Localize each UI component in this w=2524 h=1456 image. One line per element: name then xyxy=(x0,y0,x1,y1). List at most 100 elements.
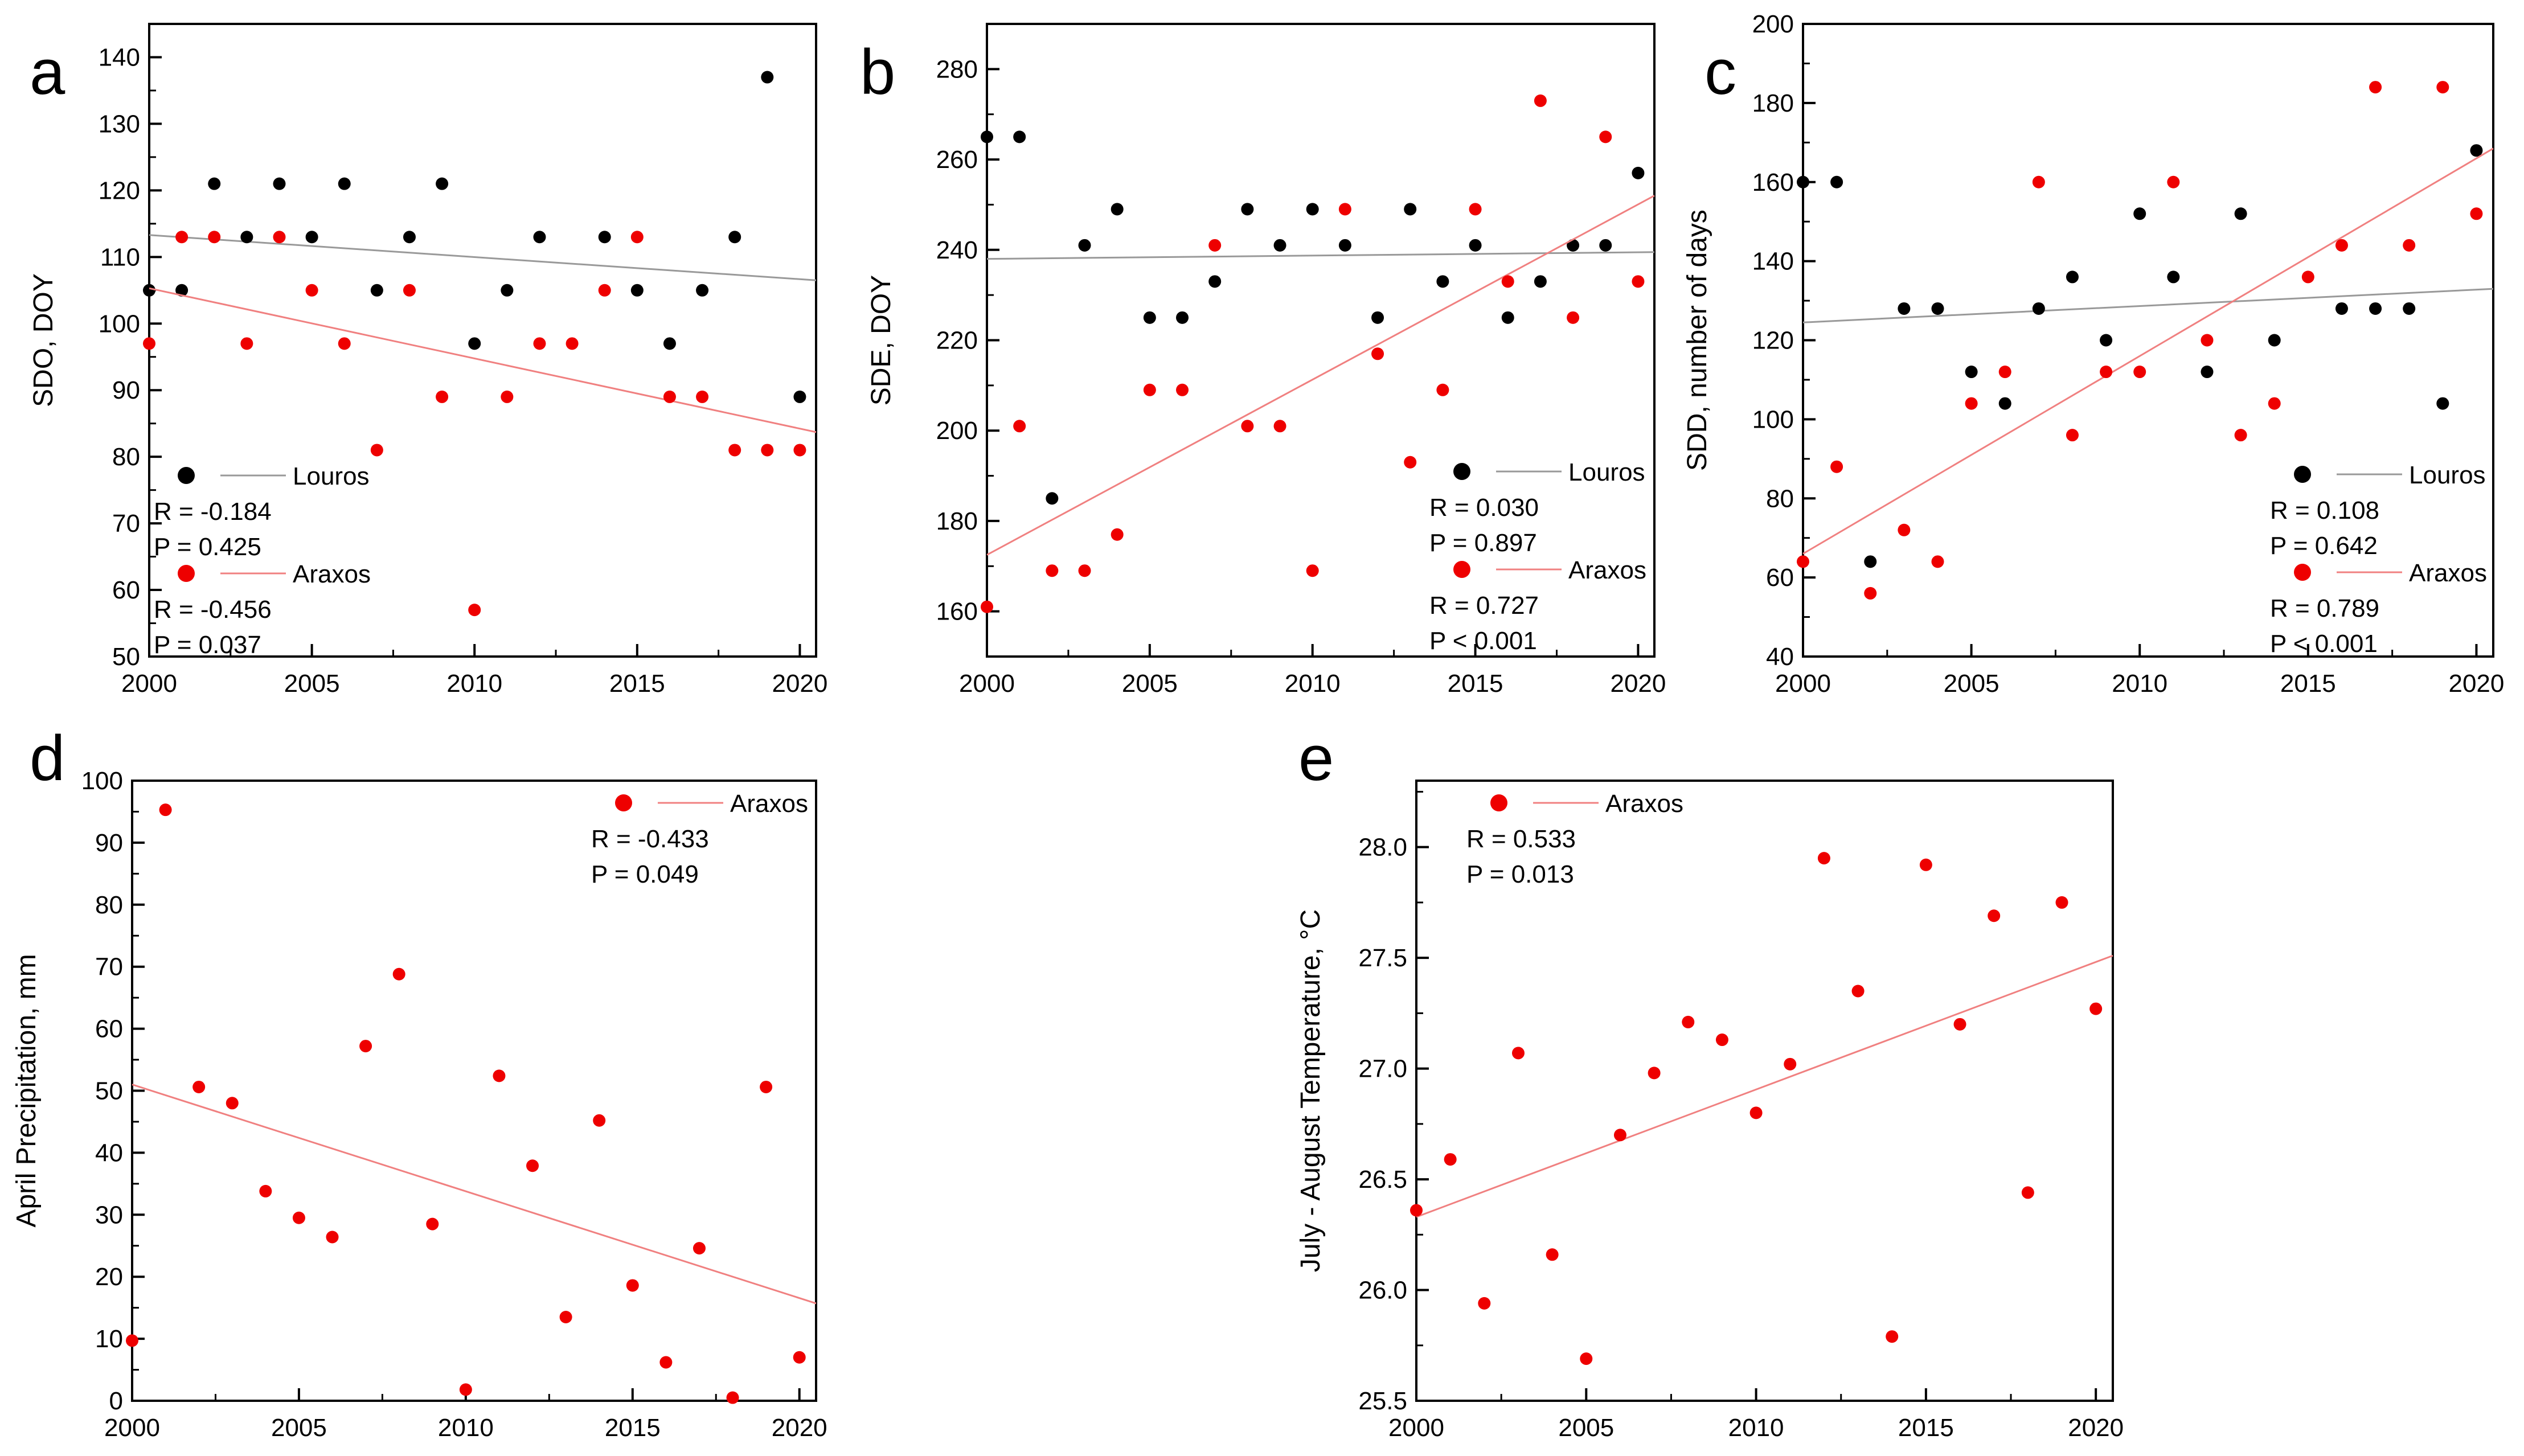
data-point-araxos xyxy=(2301,270,2314,284)
trend-line-louros xyxy=(1802,288,2494,323)
data-point-araxos xyxy=(1273,420,1286,433)
x-tick-label: 2000 xyxy=(1775,670,1831,698)
legend-r-value: R = 0.030 xyxy=(1429,494,1539,522)
legend-marker-araxos xyxy=(615,794,632,811)
data-point-louros xyxy=(981,130,993,143)
data-point-araxos xyxy=(2133,366,2146,379)
plot-frame xyxy=(131,780,817,1402)
trend-line-araxos xyxy=(1802,147,2494,555)
y-tick-label: 70 xyxy=(95,953,123,981)
data-point-louros xyxy=(1501,311,1514,324)
data-point-araxos xyxy=(143,337,155,350)
y-tick-label: 200 xyxy=(1752,10,1794,38)
data-point-araxos xyxy=(1830,460,1843,473)
data-point-araxos xyxy=(1176,383,1189,396)
data-point-araxos xyxy=(1931,555,1944,568)
data-point-araxos xyxy=(793,444,806,457)
data-point-louros xyxy=(1864,555,1877,568)
data-point-araxos xyxy=(359,1040,372,1053)
data-point-louros xyxy=(1338,239,1351,252)
data-point-araxos xyxy=(1599,130,1612,143)
data-point-araxos xyxy=(598,284,611,297)
data-point-araxos xyxy=(1988,909,2001,922)
y-tick-label: 160 xyxy=(1752,169,1794,196)
x-tick-label: 2020 xyxy=(2068,1414,2124,1442)
y-tick-label: 100 xyxy=(81,767,123,795)
data-point-araxos xyxy=(2268,397,2281,410)
data-point-araxos xyxy=(1306,564,1319,577)
legend-r-value: R = 0.533 xyxy=(1466,825,1576,853)
y-tick-label: 140 xyxy=(99,43,140,71)
y-axis-label: SDO, DOY xyxy=(28,273,59,407)
data-point-louros xyxy=(630,284,644,297)
y-tick-label: 130 xyxy=(99,110,140,138)
data-point-araxos xyxy=(1965,397,1978,410)
data-point-louros xyxy=(696,284,709,297)
legend-label-louros: Louros xyxy=(2409,461,2486,489)
x-tick-label: 2020 xyxy=(772,1414,827,1442)
data-point-araxos xyxy=(292,1211,305,1224)
data-point-araxos xyxy=(1501,275,1514,288)
data-point-araxos xyxy=(1886,1330,1899,1343)
data-point-araxos xyxy=(1436,383,1449,396)
y-tick-label: 120 xyxy=(99,177,140,204)
y-axis-label: SDD, number of days xyxy=(1682,210,1712,471)
data-point-louros xyxy=(2167,270,2180,284)
trend-line-araxos xyxy=(1416,954,2113,1218)
x-tick-label: 2020 xyxy=(2448,670,2504,698)
legend-p-value: P < 0.001 xyxy=(2270,630,2378,658)
legend-p-value: P = 0.013 xyxy=(1466,860,1574,888)
y-tick-label: 90 xyxy=(112,376,140,404)
legend-label-araxos: Araxos xyxy=(1605,790,1683,818)
y-tick-label: 30 xyxy=(95,1201,123,1229)
data-point-araxos xyxy=(226,1097,239,1110)
y-tick-label: 180 xyxy=(1752,89,1794,117)
x-tick-label: 2000 xyxy=(121,670,177,698)
data-point-araxos xyxy=(663,390,676,403)
data-point-araxos xyxy=(175,231,189,244)
legend-marker-louros xyxy=(178,467,195,484)
x-tick-label: 2015 xyxy=(2280,670,2336,698)
legend-label-louros: Louros xyxy=(293,462,370,490)
data-point-louros xyxy=(175,284,189,297)
data-point-araxos xyxy=(696,390,709,403)
data-point-louros xyxy=(1404,203,1417,216)
data-point-araxos xyxy=(2066,429,2079,442)
data-point-araxos xyxy=(1864,586,1877,600)
data-point-araxos xyxy=(761,444,774,457)
data-point-araxos xyxy=(1682,1015,1695,1028)
data-point-araxos xyxy=(1338,203,1351,216)
y-tick-label: 28.0 xyxy=(1358,834,1407,862)
data-point-araxos xyxy=(240,337,253,350)
data-point-louros xyxy=(728,231,741,244)
legend-p-value: P < 0.001 xyxy=(1429,627,1537,655)
legend-p-value: P = 0.037 xyxy=(154,631,261,659)
data-point-araxos xyxy=(259,1184,272,1197)
y-tick-label: 260 xyxy=(936,146,978,174)
y-tick-label: 140 xyxy=(1752,248,1794,276)
data-point-louros xyxy=(403,231,416,244)
data-point-araxos xyxy=(468,604,481,617)
data-point-araxos xyxy=(2100,366,2113,379)
y-tick-label: 70 xyxy=(112,510,140,538)
data-point-araxos xyxy=(526,1159,539,1172)
data-point-araxos xyxy=(760,1080,773,1093)
data-point-araxos xyxy=(1797,555,1809,568)
y-tick-label: 26.5 xyxy=(1358,1166,1407,1193)
data-point-louros xyxy=(436,177,449,190)
data-point-louros xyxy=(1998,397,2011,410)
legend-marker-araxos xyxy=(1453,561,1470,578)
data-point-louros xyxy=(1306,203,1319,216)
y-tick-label: 25.5 xyxy=(1358,1387,1407,1415)
data-point-louros xyxy=(1599,239,1612,252)
data-point-louros xyxy=(1965,366,1978,379)
data-point-louros xyxy=(1534,275,1547,288)
data-point-araxos xyxy=(693,1242,706,1255)
data-point-louros xyxy=(1208,275,1222,288)
legend-p-value: P = 0.425 xyxy=(154,533,261,561)
y-tick-label: 240 xyxy=(936,236,978,264)
x-tick-label: 2000 xyxy=(959,670,1015,698)
data-point-louros xyxy=(2403,302,2416,315)
y-tick-label: 40 xyxy=(95,1139,123,1167)
data-point-araxos xyxy=(593,1114,606,1127)
